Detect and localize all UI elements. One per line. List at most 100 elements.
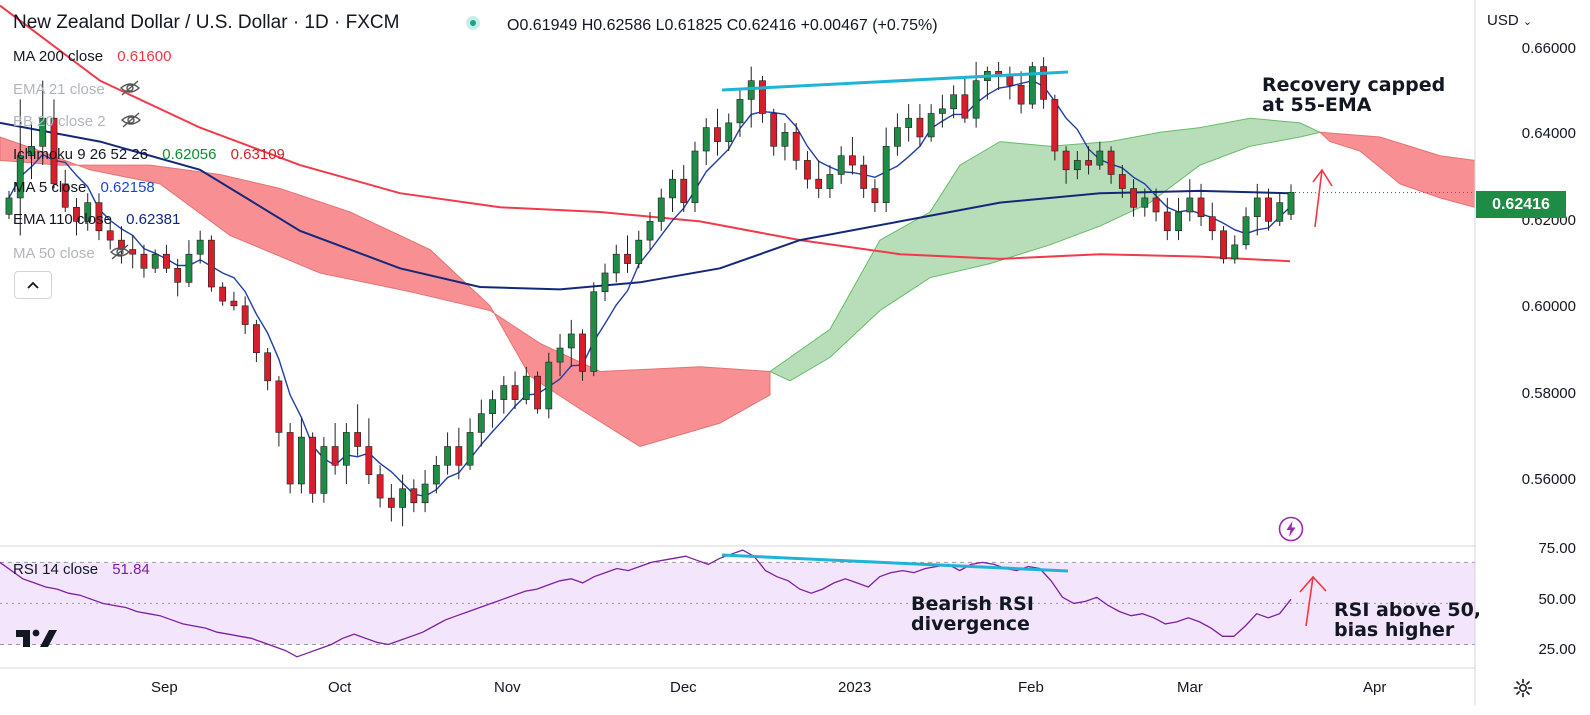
- eye-hidden-icon[interactable]: [119, 80, 141, 100]
- price-trendline: [721, 70, 1069, 92]
- legend-ema110[interactable]: EMA 110 close 0.62381: [13, 211, 190, 228]
- candle-body: [174, 267, 182, 283]
- ma5-line: [8, 79, 1292, 497]
- candle-body: [725, 122, 733, 142]
- price-tick-0: 0.66000: [1521, 40, 1576, 57]
- candle-body: [759, 80, 766, 114]
- candle-body: [567, 333, 575, 349]
- legend-ichimoku-value1: 0.62056: [162, 146, 217, 163]
- candle-body: [1242, 216, 1250, 246]
- candle-body: [421, 483, 429, 504]
- time-tick-mar: Mar: [1177, 679, 1203, 696]
- candle-body: [1253, 197, 1261, 217]
- eye-hidden-icon[interactable]: [120, 112, 142, 132]
- legend-ema110-label: EMA 110 close: [13, 211, 112, 228]
- legend-ma5-value: 0.62158: [100, 179, 155, 196]
- ichimoku-cloud-bearish-forward: [1318, 131, 1476, 208]
- candle-body: [579, 333, 586, 372]
- candle-body: [342, 432, 350, 466]
- legend-ema110-value: 0.62381: [126, 211, 181, 228]
- candle-body: [950, 94, 958, 110]
- candle-body: [477, 413, 485, 433]
- candle-body: [916, 117, 924, 138]
- legend-ichimoku-value2: 0.63109: [230, 146, 285, 163]
- candle-body: [894, 127, 901, 147]
- candle-body: [432, 464, 440, 485]
- symbol-title[interactable]: New Zealand Dollar / U.S. Dollar · 1D · …: [13, 12, 400, 33]
- annotation-recovery: Recovery capped at 55-EMA: [1262, 75, 1445, 115]
- candle-body: [1276, 202, 1284, 222]
- legend-ichimoku[interactable]: Ichimoku 9 26 52 26 0.62056 0.63109: [13, 146, 295, 163]
- price-tick-5: 0.56000: [1521, 471, 1576, 488]
- candle-body: [230, 300, 238, 307]
- candle-body: [50, 117, 58, 185]
- candle-body: [849, 155, 856, 166]
- candle-body: [961, 94, 969, 119]
- candle-body: [1073, 160, 1081, 171]
- legend-ema21[interactable]: EMA 21 close: [13, 80, 151, 100]
- candle-body: [376, 474, 384, 499]
- candle-body: [1220, 230, 1227, 260]
- candle-body: [815, 178, 823, 189]
- last-price-value: 0.62416: [1492, 196, 1550, 213]
- settings-gear-icon[interactable]: [1513, 678, 1533, 698]
- candle-body: [39, 117, 47, 147]
- legend-bb-label: BB 20 close 2: [13, 112, 106, 130]
- candle-body: [938, 108, 946, 114]
- candle-body: [635, 239, 643, 264]
- annotation-rsi-bias-line2: bias higher: [1334, 619, 1455, 641]
- candle-body: [714, 127, 721, 142]
- candle-body: [680, 178, 688, 203]
- currency-selector[interactable]: USD ⌄: [1487, 12, 1532, 29]
- candle-body: [387, 497, 395, 508]
- candle-body: [612, 253, 620, 274]
- legend-ma50[interactable]: MA 50 close: [13, 244, 141, 264]
- candle-body: [590, 291, 598, 372]
- rsi-legend-label: RSI 14 close: [13, 561, 99, 578]
- chevron-down-icon: ⌄: [1522, 16, 1533, 28]
- legend-ma5[interactable]: MA 5 close 0.62158: [13, 179, 165, 196]
- alert-lightning-icon[interactable]: [1278, 516, 1304, 542]
- annotation-divergence: Bearish RSI divergence: [911, 594, 1034, 634]
- candle-body: [770, 113, 778, 147]
- candle-body: [534, 375, 541, 410]
- candle-body: [95, 202, 103, 232]
- legend-collapse-button[interactable]: [14, 271, 52, 299]
- last-price-tag: 0.62416: [1476, 191, 1566, 218]
- legend-bb[interactable]: BB 20 close 2: [13, 112, 152, 132]
- price-tick-3: 0.60000: [1521, 298, 1576, 315]
- rsi-legend[interactable]: RSI 14 close 51.84: [13, 561, 160, 578]
- time-tick-oct: Oct: [328, 679, 352, 696]
- market-status-icon: [466, 16, 480, 30]
- candle-body: [860, 164, 868, 189]
- time-tick-dec: Dec: [670, 679, 697, 696]
- annotation-recovery-line2: at 55-EMA: [1262, 94, 1372, 116]
- candle-body: [73, 207, 80, 222]
- candle-body: [500, 385, 508, 400]
- candle-body: [16, 155, 24, 199]
- candle-body: [1051, 99, 1059, 152]
- candle-body: [804, 160, 811, 180]
- candle-body: [354, 432, 362, 447]
- tradingview-logo[interactable]: [14, 627, 60, 654]
- rsi-line: [0, 549, 1292, 658]
- annotation-rsi-bias: RSI above 50, bias higher: [1334, 600, 1481, 640]
- candle-body: [309, 436, 317, 494]
- candle-body: [1287, 191, 1295, 215]
- time-tick-nov: Nov: [494, 679, 521, 696]
- time-tick-apr: Apr: [1363, 679, 1387, 696]
- candle-body: [1186, 197, 1194, 213]
- candle-body: [1107, 150, 1115, 175]
- legend-ma200[interactable]: MA 200 close 0.61600: [13, 48, 181, 65]
- legend-ma200-label: MA 200 close: [13, 48, 104, 65]
- candle-body: [106, 230, 114, 241]
- candle-body: [275, 380, 283, 433]
- legend-ema21-label: EMA 21 close: [13, 80, 105, 98]
- eye-hidden-icon[interactable]: [109, 244, 131, 264]
- candle-body: [702, 127, 710, 152]
- candle-body: [253, 324, 260, 354]
- legend-ma5-label: MA 5 close: [13, 179, 87, 196]
- candle-body: [1085, 160, 1092, 166]
- candle-body: [522, 375, 530, 400]
